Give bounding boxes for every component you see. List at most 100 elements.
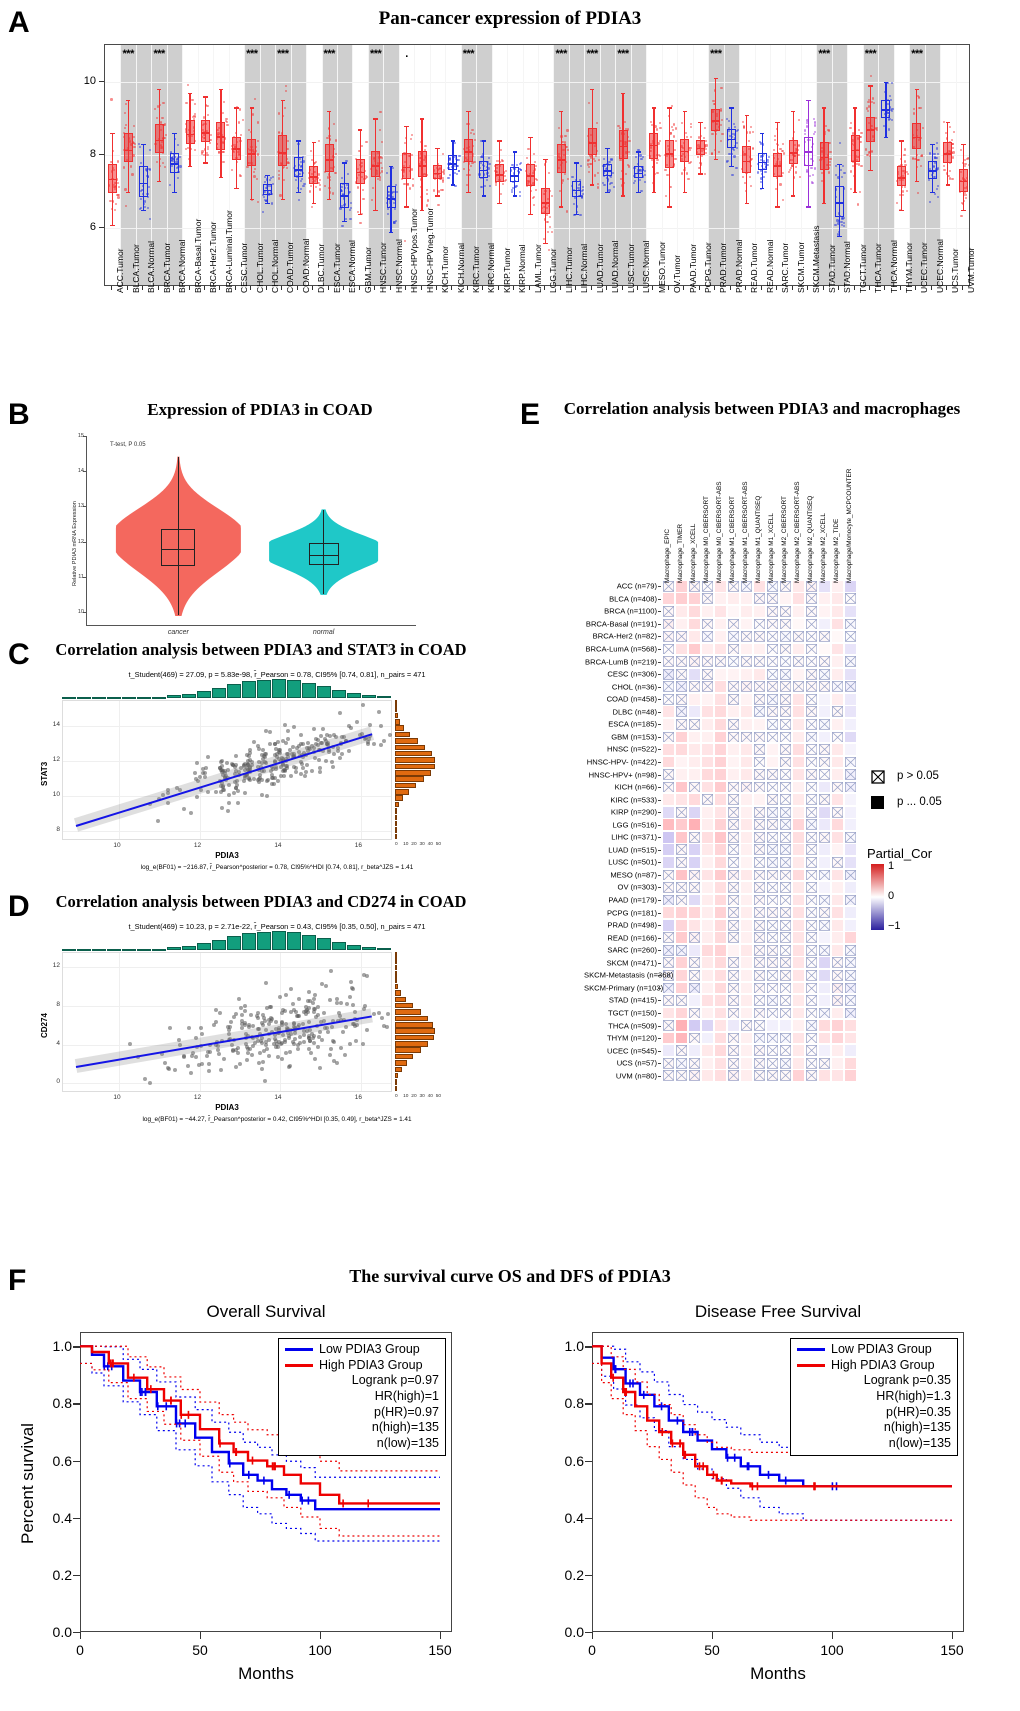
heatmap-cell (675, 769, 688, 780)
data-point (735, 166, 738, 169)
x-tick-mark (188, 286, 190, 290)
heatmap-cell (844, 806, 857, 818)
data-point (394, 183, 398, 186)
data-point (623, 181, 626, 185)
data-point (875, 116, 878, 119)
x-tick-label: 12 (193, 842, 202, 849)
not-significant-cross-icon (727, 693, 740, 705)
boxplot-median (340, 195, 350, 197)
whisker-cap (543, 158, 548, 160)
heatmap-cell (792, 882, 805, 893)
heatmap-cell (740, 693, 753, 705)
data-point (161, 793, 166, 798)
x-tick-label: HNSC-HPVpos.Tumor (409, 208, 420, 293)
data-point (659, 121, 662, 125)
whisker-cap (249, 199, 255, 201)
gridline-vertical (336, 45, 338, 285)
data-point (617, 124, 620, 128)
legend-cross-label: p > 0.05 (897, 770, 939, 782)
not-significant-cross-icon (662, 769, 675, 780)
data-point (805, 170, 808, 173)
data-point (839, 142, 842, 145)
panel-c-stat-top: t_Student(469) = 27.09, p = 5.83e-98, r̂… (128, 670, 426, 679)
data-point (590, 163, 593, 166)
data-point (229, 761, 234, 766)
data-point (729, 134, 732, 138)
heatmap-cell (792, 643, 805, 655)
not-significant-cross-icon (766, 643, 779, 655)
data-point (117, 160, 120, 163)
x-tick-label: OV.Tumor (672, 254, 683, 293)
x-tick-label: PAAD.Tumor (687, 243, 698, 293)
x-tick-mark (729, 286, 731, 290)
data-point (455, 155, 458, 158)
survival-legend: Low PDIA3 Group High PDIA3 Group Logrank p… (278, 1338, 446, 1457)
not-significant-cross-icon (662, 643, 675, 655)
gridline-vertical (119, 953, 121, 1091)
gridline-vertical (816, 45, 818, 285)
not-significant-cross-icon (753, 831, 766, 843)
marginal-histogram-bar (182, 693, 197, 698)
not-significant-cross-icon (805, 869, 818, 881)
data-point (378, 129, 381, 132)
heatmap-cell (662, 744, 675, 755)
gridline-vertical (244, 45, 246, 285)
heatmap-row-label: PAAD (n=179) (608, 895, 657, 905)
data-point (828, 141, 831, 144)
data-point (114, 208, 117, 212)
gridline-vertical (739, 45, 741, 285)
data-point (610, 159, 613, 162)
heatmap-cell (688, 907, 701, 918)
data-point (165, 787, 170, 792)
data-point (527, 147, 530, 150)
not-significant-cross-icon (779, 794, 792, 805)
whisker-cap (404, 206, 409, 208)
heatmap-cell (844, 919, 857, 931)
not-significant-cross-icon (779, 982, 792, 994)
data-point (424, 148, 427, 152)
gridline-vertical (677, 45, 679, 285)
data-point (354, 720, 359, 725)
data-point (642, 168, 645, 171)
data-point (558, 127, 561, 130)
data-point (217, 1010, 222, 1015)
boxplot-median (958, 180, 968, 183)
x-tick-label: KICH.Normal (455, 242, 466, 293)
heatmap-cell (701, 606, 714, 617)
data-point (199, 1025, 204, 1030)
x-tick-mark (791, 286, 793, 290)
data-point (547, 249, 551, 252)
heatmap-cell (766, 744, 779, 755)
high-group-swatch (285, 1363, 313, 1367)
data-point (504, 169, 507, 172)
boxplot-box (463, 138, 473, 163)
data-point (194, 139, 197, 143)
y-tick-label: 12 (52, 962, 60, 970)
heatmap-cell (740, 618, 753, 630)
whisker-cap (930, 144, 935, 146)
not-significant-cross-icon (753, 693, 766, 705)
data-point (672, 123, 675, 126)
data-point (277, 132, 280, 135)
x-tick-mark (343, 286, 345, 290)
x-tick-label: DLBC.Tumor (316, 243, 327, 293)
not-significant-cross-icon (675, 693, 688, 705)
data-point (749, 131, 752, 134)
x-tick-label: 0 (76, 1642, 84, 1658)
boxplot-box (757, 153, 767, 170)
data-point (124, 188, 127, 191)
heatmap-cell (675, 606, 688, 617)
heatmap-row-tick (658, 749, 661, 751)
data-point (159, 121, 163, 124)
data-point (516, 184, 519, 188)
data-point (264, 728, 269, 733)
not-significant-cross-icon (805, 919, 818, 931)
data-point (566, 129, 569, 132)
marginal-histogram-bar (395, 725, 405, 732)
data-point (781, 143, 784, 146)
x-tick-mark (80, 1632, 82, 1639)
heatmap-cell (688, 618, 701, 630)
data-point (340, 752, 345, 757)
data-point (883, 90, 887, 93)
data-point (480, 176, 483, 180)
